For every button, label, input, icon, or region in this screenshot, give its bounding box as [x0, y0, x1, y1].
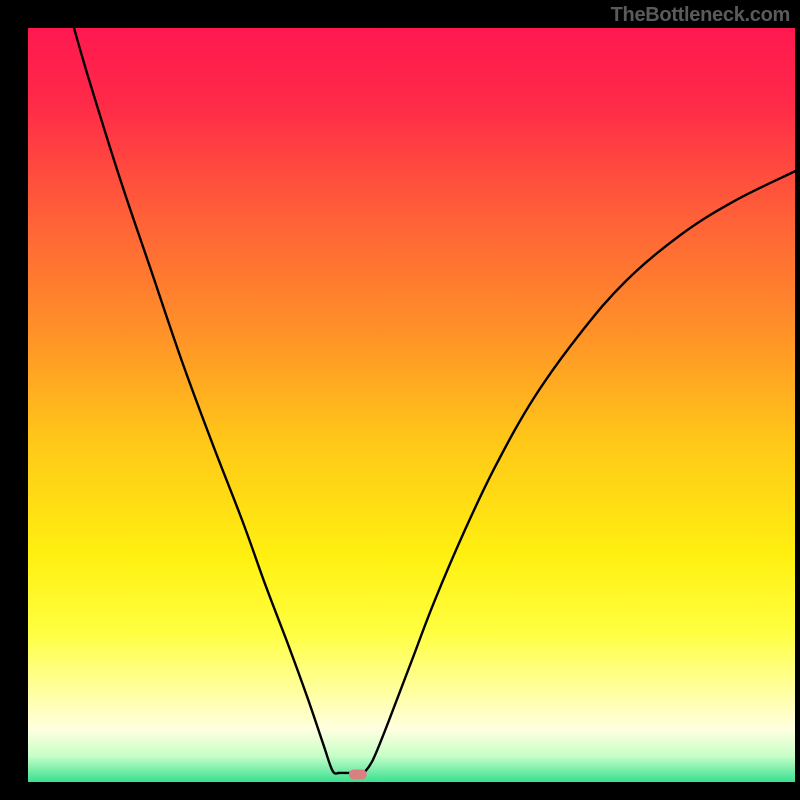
watermark-text: TheBottleneck.com [611, 4, 790, 27]
bottleneck-chart [0, 0, 800, 800]
chart-container: TheBottleneck.com [0, 0, 800, 800]
